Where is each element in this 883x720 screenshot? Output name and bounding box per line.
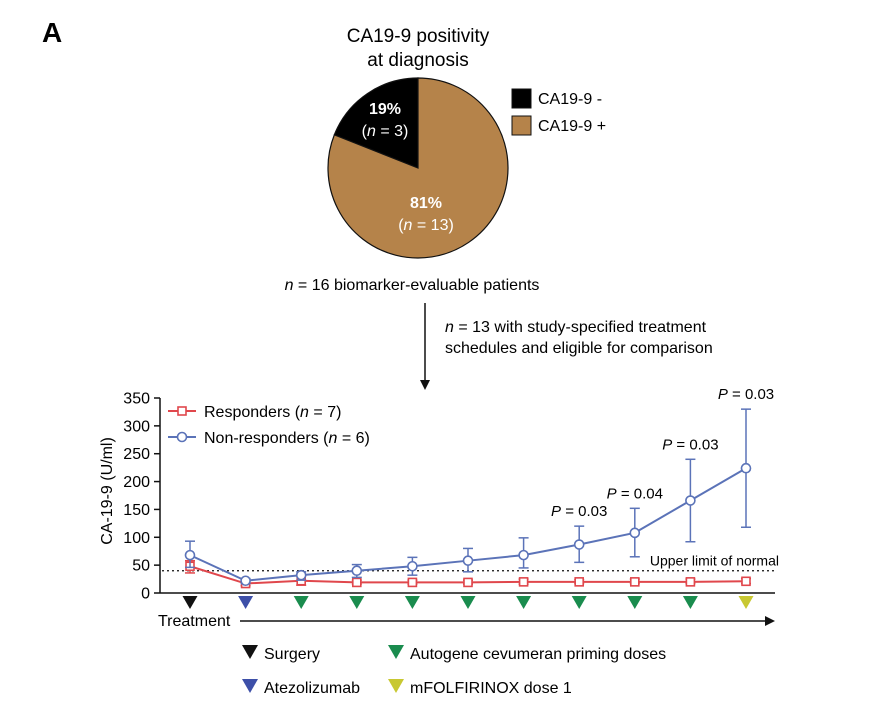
data-point — [741, 576, 751, 587]
y-axis: 0 50 100 150 200 250 300 350 — [123, 391, 775, 603]
y-axis-label: CA-19-9 (U/ml) — [99, 437, 116, 545]
treatment-marker-mfolfirinox — [738, 596, 754, 609]
series-non-responders — [184, 408, 752, 587]
pie-chart — [327, 77, 509, 259]
pie-slice-ca199-negative — [333, 77, 419, 169]
upper-limit-label: Upper limit of normal — [650, 553, 779, 569]
treatment-markers — [182, 596, 754, 609]
y-tick-label: 50 — [132, 558, 150, 575]
legend-label-mfolfirinox: mFOLFIRINOX dose 1 — [410, 680, 572, 697]
flow-note-line1: n = 13 with study-specified treatment — [445, 319, 707, 336]
data-point — [463, 577, 473, 588]
p-value-annotations: P = 0.03P = 0.04P = 0.03P = 0.03 — [551, 386, 774, 520]
pie-slice-ca199-positive — [327, 77, 509, 259]
legend-marker — [176, 431, 188, 443]
line-chart: 0 50 100 150 200 250 300 350 CA-19-9 (U/ml) Upp… — [99, 386, 779, 630]
flow-note-line2: schedules and eligible for comparison — [445, 340, 713, 357]
legend-triangle-surgery — [242, 645, 258, 659]
data-point — [240, 575, 251, 587]
legend-marker — [177, 406, 187, 416]
x-axis-label: Treatment — [158, 613, 231, 630]
data-point — [518, 549, 529, 561]
treatment-marker-autogene — [349, 596, 365, 609]
legend-label-autogene: Autogene cevumeran priming doses — [410, 646, 666, 663]
treatment-marker-atezolizumab — [238, 596, 254, 609]
y-tick-label: 300 — [123, 418, 150, 435]
treatment-marker-autogene — [293, 596, 309, 609]
treatment-marker-autogene — [516, 596, 532, 609]
pie-label-negative-n: (n = 3) — [362, 123, 409, 140]
y-tick-label: 150 — [123, 502, 150, 519]
data-point — [629, 527, 641, 539]
data-point — [407, 560, 418, 572]
treatment-marker-autogene — [682, 596, 698, 609]
series-layer — [184, 408, 752, 589]
y-tick-label: 200 — [123, 474, 150, 491]
pie-title-line2: at diagnosis — [367, 50, 468, 71]
panel-label: A — [42, 17, 62, 48]
data-point — [629, 577, 640, 587]
pie-label-positive-pct: 81% — [410, 195, 442, 212]
treatment-marker-autogene — [404, 596, 420, 609]
legend-label-atezolizumab: Atezolizumab — [264, 680, 360, 697]
data-point — [685, 577, 696, 587]
legend-swatch-ca199-positive — [511, 115, 532, 136]
legend-label-ca199-positive: CA19-9 + — [538, 118, 606, 135]
treatment-marker-autogene — [571, 596, 587, 609]
data-point — [184, 549, 196, 561]
data-point — [740, 462, 752, 474]
pie-label-negative-pct: 19% — [369, 101, 401, 118]
data-point — [573, 539, 585, 550]
treatment-marker-autogene — [460, 596, 476, 609]
data-point — [407, 577, 418, 588]
data-point — [574, 577, 585, 587]
legend-triangle-mfolfirinox — [388, 679, 404, 693]
legend-triangle-autogene — [388, 645, 404, 659]
p-value-label: P = 0.03 — [551, 503, 607, 520]
pie-caption: n = 16 biomarker-evaluable patients — [285, 277, 540, 294]
legend-label-surgery: Surgery — [264, 646, 320, 663]
legend-label-responders: Responders (n = 7) — [204, 404, 341, 421]
data-point — [351, 577, 362, 588]
data-point — [518, 577, 529, 587]
treatment-marker-autogene — [627, 596, 643, 609]
data-point — [462, 555, 474, 566]
data-point — [685, 495, 696, 506]
y-tick-label: 350 — [123, 391, 150, 408]
data-point — [295, 569, 307, 581]
legend-label-ca199-negative: CA19-9 - — [538, 91, 602, 108]
p-value-label: P = 0.03 — [662, 436, 718, 453]
pie-title-line1: CA19-9 positivity — [347, 26, 490, 47]
treatment-legend: Surgery Autogene cevumeran priming doses A… — [242, 645, 666, 697]
treatment-marker-surgery — [182, 596, 198, 609]
legend-triangle-atezolizumab — [242, 679, 258, 693]
legend-swatch-ca199-negative — [511, 88, 532, 109]
series-legend: Responders (n = 7) Non-responders (n = 6) — [168, 404, 370, 447]
pie-label-positive-n: (n = 13) — [398, 217, 454, 234]
p-value-label: P = 0.04 — [607, 485, 663, 502]
y-tick-label: 0 — [141, 586, 150, 603]
data-point — [351, 565, 363, 577]
y-tick-label: 250 — [123, 446, 150, 463]
p-value-label: P = 0.03 — [718, 386, 774, 403]
legend-label-non-responders: Non-responders (n = 6) — [204, 430, 370, 447]
y-tick-label: 100 — [123, 530, 150, 547]
